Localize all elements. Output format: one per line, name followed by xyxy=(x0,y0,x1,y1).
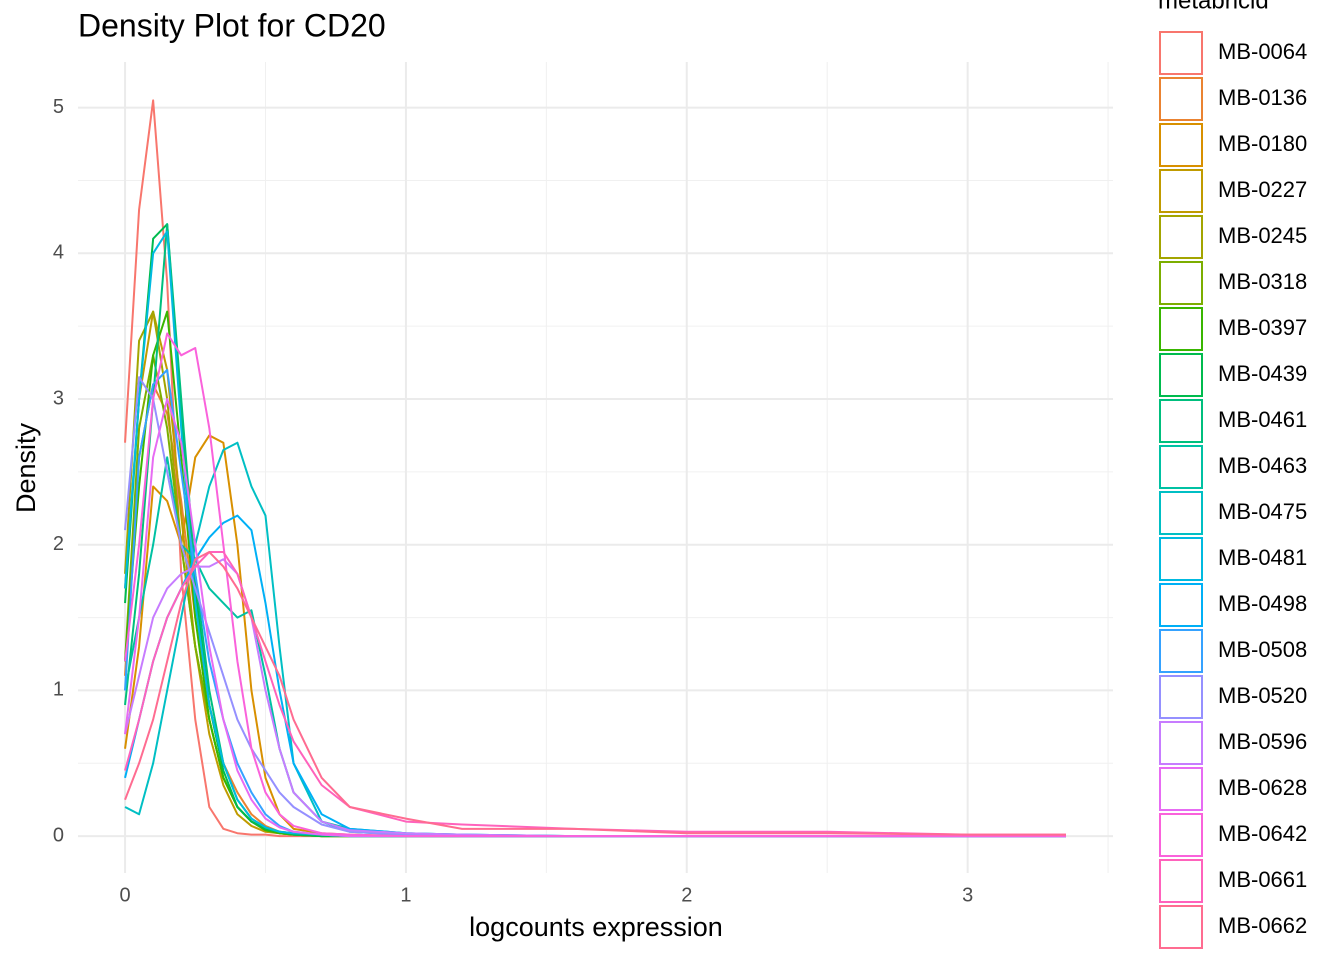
legend-key xyxy=(1159,123,1203,167)
legend-key xyxy=(1159,537,1203,581)
legend-label: MB-0520 xyxy=(1218,683,1307,708)
legend-key xyxy=(1159,675,1203,719)
density-line xyxy=(124,332,1066,838)
legend-label: MB-0596 xyxy=(1218,729,1307,754)
legend-key xyxy=(1159,445,1203,489)
legend-label: MB-0498 xyxy=(1218,591,1307,616)
x-tick-label: 1 xyxy=(400,884,411,906)
legend-key xyxy=(1159,813,1203,857)
legend-key xyxy=(1159,491,1203,535)
legend-key xyxy=(1159,353,1203,397)
legend-key xyxy=(1159,261,1203,305)
y-tick-label: 3 xyxy=(53,387,64,409)
legend-key xyxy=(1159,583,1203,627)
legend-label: MB-0318 xyxy=(1218,269,1307,294)
y-tick-label: 2 xyxy=(53,533,64,555)
legend-key xyxy=(1159,629,1203,673)
density-line xyxy=(124,434,1066,838)
chart-title: Density Plot for CD20 xyxy=(78,7,386,43)
legend-key xyxy=(1159,77,1203,121)
legend-label: MB-0245 xyxy=(1218,223,1307,248)
density-line xyxy=(124,310,1066,838)
legend-label: MB-0662 xyxy=(1218,913,1307,938)
legend-key xyxy=(1159,31,1203,75)
x-axis-label: logcounts expression xyxy=(469,912,723,942)
x-tick-label: 3 xyxy=(962,884,973,906)
legend-label: MB-0439 xyxy=(1218,361,1307,386)
legend-label: MB-0461 xyxy=(1218,407,1307,432)
legend-key xyxy=(1159,859,1203,903)
x-tick-label: 0 xyxy=(119,884,130,906)
density-line xyxy=(124,310,1066,838)
legend-key xyxy=(1159,767,1203,811)
legend-title: metabricid xyxy=(1158,0,1269,14)
legend-label: MB-0463 xyxy=(1218,453,1307,478)
density-line xyxy=(124,99,1066,838)
density-line xyxy=(124,551,1066,836)
legend-label: MB-0064 xyxy=(1218,39,1307,64)
legend-label: MB-0397 xyxy=(1218,315,1307,340)
x-tick-label: 2 xyxy=(681,884,692,906)
legend-key xyxy=(1159,307,1203,351)
legend-label: MB-0661 xyxy=(1218,867,1307,892)
legend-label: MB-0180 xyxy=(1218,131,1307,156)
density-line xyxy=(124,230,1066,838)
y-tick-label: 1 xyxy=(53,679,64,701)
y-tick-label: 5 xyxy=(53,96,64,118)
legend-key xyxy=(1159,721,1203,765)
legend-label: MB-0136 xyxy=(1218,85,1307,110)
legend-label: MB-0628 xyxy=(1218,775,1307,800)
density-line xyxy=(124,354,1066,838)
legend-key xyxy=(1159,399,1203,443)
legend-label: MB-0642 xyxy=(1218,821,1307,846)
legend-label: MB-0481 xyxy=(1218,545,1307,570)
legend-key xyxy=(1159,169,1203,213)
legend-label: MB-0227 xyxy=(1218,177,1307,202)
y-tick-label: 4 xyxy=(53,242,64,264)
legend-key xyxy=(1159,215,1203,259)
y-tick-label: 0 xyxy=(53,824,64,846)
density-line xyxy=(124,310,1066,838)
y-axis-label: Density xyxy=(11,422,41,513)
legend-key xyxy=(1159,905,1203,949)
legend-label: MB-0475 xyxy=(1218,499,1307,524)
legend-label: MB-0508 xyxy=(1218,637,1307,662)
